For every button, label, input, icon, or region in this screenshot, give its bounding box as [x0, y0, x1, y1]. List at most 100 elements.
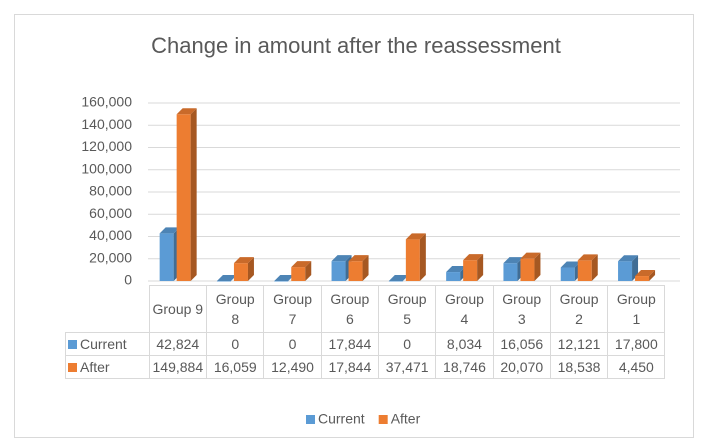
bar-side	[591, 254, 598, 281]
bar-top	[560, 261, 581, 268]
bar-front	[348, 261, 363, 281]
bar-side	[534, 252, 541, 281]
data-table: Group 9 Group 8 Group 7 Group 6 Group 5 Group…	[65, 285, 666, 379]
bar-top	[446, 266, 467, 273]
bar-front	[503, 263, 518, 281]
value-cell: 0	[263, 332, 322, 356]
value-cell: 17,800	[607, 332, 666, 356]
value-cell: 16,056	[492, 332, 551, 356]
bar-top	[331, 255, 352, 262]
category-label: Group 4	[435, 285, 494, 333]
bar-top	[618, 255, 639, 262]
bar-front	[291, 267, 306, 281]
chart-title: Change in amount after the reassessment	[151, 33, 561, 58]
bar-top	[463, 254, 484, 261]
category-label: Group 3	[492, 285, 551, 333]
bar-side	[190, 108, 197, 281]
bar-front	[577, 260, 592, 281]
bar-side	[419, 233, 426, 281]
category-label: Group 5	[377, 285, 437, 333]
y-tick-label: 160,000	[81, 94, 132, 110]
bar-top	[176, 108, 197, 115]
bar-front	[274, 281, 289, 282]
legend-key	[68, 363, 77, 372]
category-label: Group 6	[320, 285, 380, 333]
row-header-label: Current	[80, 336, 127, 352]
value-cell: 18,746	[435, 355, 494, 379]
bar-front	[216, 281, 231, 282]
value-cell: 8,034	[435, 332, 494, 356]
value-cell: 16,059	[206, 355, 265, 379]
value-cell: 20,070	[492, 355, 551, 379]
y-tick-label: 20,000	[89, 249, 132, 265]
bar-top	[233, 257, 254, 264]
table-row: After 149,884 16,059 12,490 17,844 37,471 18,7…	[65, 355, 666, 379]
bar-front	[233, 263, 248, 281]
bar-front	[520, 258, 535, 281]
value-cell: 12,490	[263, 355, 322, 379]
value-cell: 4,450	[607, 355, 666, 379]
legend-label: Current	[318, 411, 365, 427]
table-header-row: Group 9 Group 8 Group 7 Group 6 Group 5 Group…	[66, 285, 666, 333]
value-cell: 0	[206, 332, 265, 356]
bar-side	[477, 254, 484, 281]
y-tick-label: 100,000	[81, 160, 132, 176]
bar-top	[291, 261, 312, 268]
bar-top	[159, 227, 180, 234]
value-cell: 12,121	[549, 332, 609, 356]
value-cell: 17,844	[320, 332, 380, 356]
bar-side	[362, 255, 369, 281]
table-row: Current 42,824 0 0 17,844 0 8,034 16,056 12,121 1…	[65, 332, 666, 356]
y-tick-label: 0	[124, 272, 132, 288]
legend-key	[68, 340, 77, 349]
value-cell: 18,538	[549, 355, 609, 379]
bar-front	[446, 272, 461, 281]
y-tick-label: 60,000	[89, 205, 132, 221]
bar-front	[176, 114, 191, 281]
bar-top	[520, 252, 541, 259]
bar-side	[305, 261, 312, 281]
value-cell: 42,824	[148, 332, 208, 356]
bar-front	[560, 267, 575, 281]
y-tick-label: 80,000	[89, 183, 132, 199]
bar-top	[405, 233, 426, 240]
value-cell: 37,471	[377, 355, 437, 379]
category-label: Group 2	[549, 285, 609, 333]
bar-front	[463, 260, 478, 281]
bar-top	[503, 257, 524, 264]
chart-frame	[14, 14, 694, 438]
y-tick-label: 40,000	[89, 227, 132, 243]
bar-top	[274, 275, 295, 281]
bar-top	[388, 275, 409, 281]
bar-side	[649, 270, 656, 281]
bar-front	[159, 233, 174, 281]
value-cell: 17,844	[320, 355, 380, 379]
bar-top	[348, 255, 369, 262]
legend-swatch	[378, 415, 388, 424]
table-corner	[66, 286, 150, 333]
bar-top	[216, 275, 237, 281]
legend-swatch	[306, 415, 315, 424]
bar-front	[635, 276, 650, 281]
category-label: Group 7	[263, 285, 322, 333]
category-label: Group 8	[206, 285, 265, 333]
bar-front	[618, 261, 633, 281]
category-label: Group 1	[607, 285, 666, 333]
value-cell: 149,884	[148, 355, 208, 379]
y-tick-label: 120,000	[81, 138, 132, 154]
y-tick-label: 140,000	[81, 116, 132, 132]
legend-label: After	[391, 411, 421, 427]
bar-side	[247, 257, 254, 281]
bar-front	[331, 261, 346, 281]
row-header: After	[65, 355, 150, 379]
value-cell: 0	[377, 332, 437, 356]
bar-top	[635, 270, 656, 277]
bar-front	[388, 281, 403, 282]
bar-front	[405, 239, 420, 281]
row-header: Current	[65, 332, 150, 356]
bar-top	[577, 254, 598, 261]
category-label: Group 9	[148, 285, 208, 333]
row-header-label: After	[80, 359, 110, 375]
